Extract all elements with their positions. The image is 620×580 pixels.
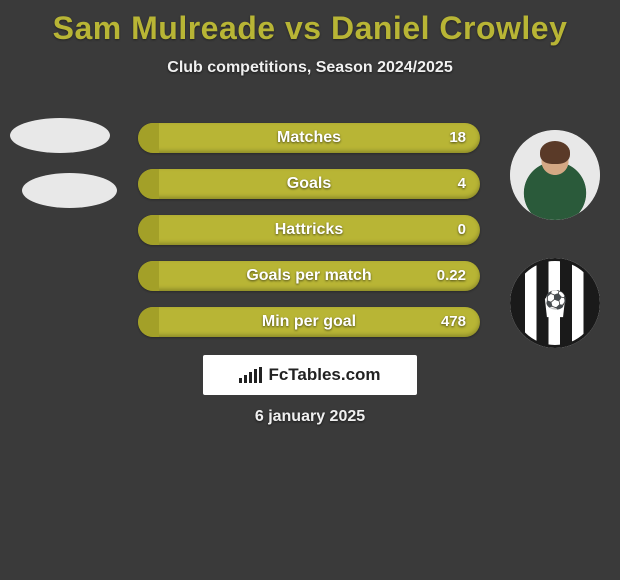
stat-value-right: 4	[458, 169, 466, 199]
stat-row-goals: Goals 4	[138, 169, 480, 199]
stat-value-right: 0.22	[437, 261, 466, 291]
brand-text: FcTables.com	[268, 365, 380, 385]
brand-watermark: FcTables.com	[203, 355, 417, 395]
stat-label: Matches	[138, 123, 480, 153]
club-logo-icon	[510, 258, 600, 348]
stats-bars: Matches 18 Goals 4 Hattricks 0 Goals per…	[138, 123, 480, 353]
page-title: Sam Mulreade vs Daniel Crowley	[0, 0, 620, 47]
bar-chart-icon	[239, 367, 262, 383]
stat-value-right: 478	[441, 307, 466, 337]
left-player-avatar	[10, 118, 110, 153]
footer-date: 6 january 2025	[0, 408, 620, 426]
left-club-logo	[22, 173, 117, 208]
stat-row-hattricks: Hattricks 0	[138, 215, 480, 245]
stat-label: Hattricks	[138, 215, 480, 245]
stat-row-gpm: Goals per match 0.22	[138, 261, 480, 291]
stat-value-right: 18	[449, 123, 466, 153]
stat-value-right: 0	[458, 215, 466, 245]
subtitle: Club competitions, Season 2024/2025	[0, 59, 620, 77]
stat-row-mpg: Min per goal 478	[138, 307, 480, 337]
stat-label: Min per goal	[138, 307, 480, 337]
player-photo-icon	[510, 130, 600, 220]
stat-row-matches: Matches 18	[138, 123, 480, 153]
stat-label: Goals	[138, 169, 480, 199]
right-player-avatar	[510, 130, 600, 220]
right-club-logo	[510, 258, 600, 348]
stat-label: Goals per match	[138, 261, 480, 291]
